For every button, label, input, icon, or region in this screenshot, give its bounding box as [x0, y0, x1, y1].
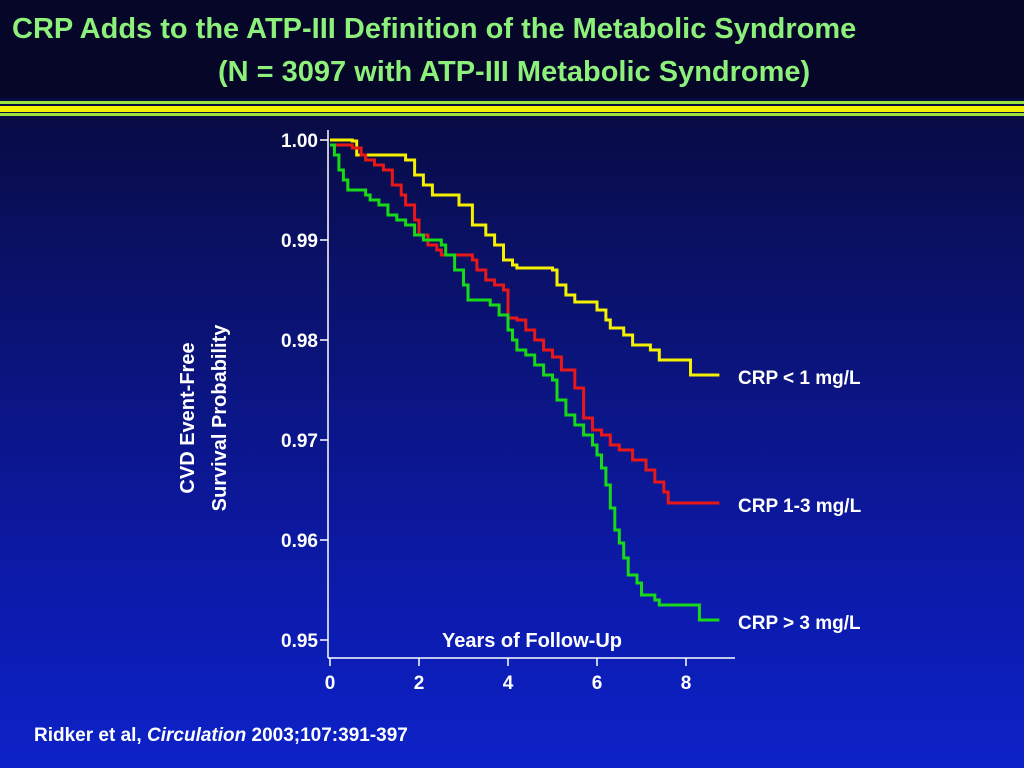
series-line-crp-mid: [330, 143, 720, 505]
y-tick-label: 1.00: [281, 131, 318, 152]
chart-series: [330, 138, 720, 622]
x-axis-label: Years of Follow-Up: [442, 630, 622, 652]
y-tick-label: 0.98: [281, 331, 318, 352]
citation-journal: Circulation: [147, 725, 247, 746]
citation: Ridker et al, Circulation 2003;107:391-3…: [34, 725, 408, 747]
x-tick-label: 8: [681, 673, 692, 694]
divider-line-top: [0, 101, 1024, 104]
divider-line-middle: [0, 106, 1024, 112]
y-tick-label: 0.99: [281, 231, 318, 252]
series-line-crp-low: [330, 138, 720, 377]
series-labels: CRP < 1 mg/L CRP 1-3 mg/L CRP > 3 mg/L: [738, 368, 862, 634]
chart-axes: [327, 130, 735, 659]
series-line-crp-high: [330, 143, 720, 622]
title-bar: CRP Adds to the ATP-III Definition of th…: [0, 0, 1024, 98]
y-axis-label-line2: Survival Probability: [209, 324, 231, 512]
y-tick-label: 0.96: [281, 531, 318, 552]
slide-title: CRP Adds to the ATP-III Definition of th…: [12, 13, 857, 45]
x-tick-label: 0: [325, 673, 336, 694]
series-label-crp-high: CRP > 3 mg/L: [738, 613, 861, 634]
y-tick-label: 0.97: [281, 431, 318, 452]
divider-line-bottom: [0, 113, 1024, 116]
series-label-crp-mid: CRP 1-3 mg/L: [738, 496, 862, 517]
chart-ticks: 0.95 0.96 0.97 0.98 0.99 1.00 0 2 4 6 8: [281, 131, 691, 694]
x-tick-label: 4: [503, 673, 514, 694]
citation-authors: Ridker et al,: [34, 725, 142, 746]
series-label-crp-low: CRP < 1 mg/L: [738, 368, 861, 389]
y-tick-label: 0.95: [281, 631, 318, 652]
citation-reference: 2003;107:391-397: [251, 725, 408, 746]
slide-subtitle: (N = 3097 with ATP-III Metabolic Syndrom…: [218, 56, 811, 88]
y-axis-label-line1: CVD Event-Free: [177, 342, 199, 493]
x-tick-label: 2: [414, 673, 425, 694]
x-tick-label: 6: [592, 673, 603, 694]
